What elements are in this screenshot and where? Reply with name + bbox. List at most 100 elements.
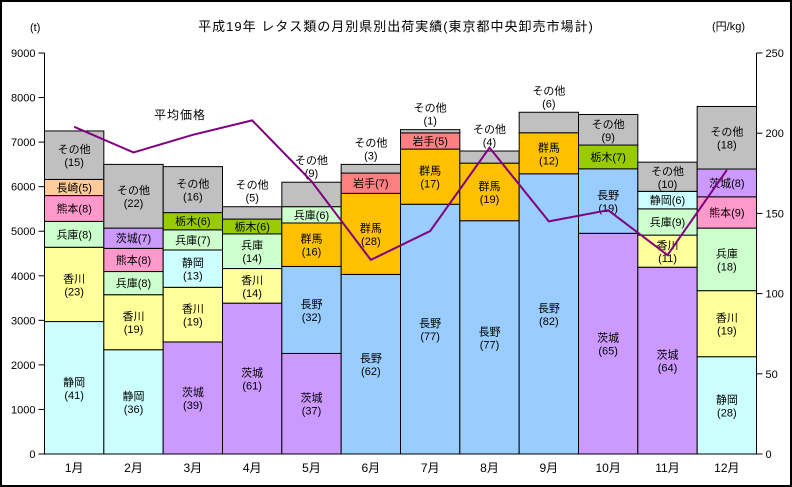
segment-label: 岩手(7) xyxy=(353,176,388,190)
x-axis-label: 1月 xyxy=(65,461,84,475)
segment-label: 熊本(9) xyxy=(709,205,744,219)
segment-label: 茨城(64) xyxy=(657,348,679,375)
bar-segment-香川 xyxy=(162,286,224,343)
left-axis-tick-label: 5000 xyxy=(11,226,35,238)
segment-label: 長野(77) xyxy=(419,317,441,343)
segment-label: 茨城(65) xyxy=(597,331,619,358)
bar-segment-群馬 xyxy=(400,148,461,205)
bar-segment-兵庫 xyxy=(222,233,283,270)
segment-label-outside: その他(6) xyxy=(532,84,565,110)
left-axis-tick-label: 1000 xyxy=(11,404,35,416)
right-axis-tick-label: 200 xyxy=(766,128,784,140)
bar-segment-茨城 xyxy=(637,266,698,455)
segment-label: 静岡(6) xyxy=(650,193,685,207)
right-axis-tick-label: 250 xyxy=(766,48,784,60)
segment-label: 静岡(41) xyxy=(63,375,85,402)
left-axis-tick-label: 4000 xyxy=(11,271,35,283)
segment-label: 群馬(17) xyxy=(419,164,441,191)
segment-label: 兵庫(8) xyxy=(116,276,151,290)
segment-label: 栃木(7) xyxy=(590,150,625,164)
bar-segment-長野 xyxy=(459,220,520,455)
bar-segment-兵庫 xyxy=(637,208,698,236)
segment-label: 栃木(6) xyxy=(234,219,269,233)
left-axis-tick-label: 0 xyxy=(29,449,35,461)
bar-segment-茨城 xyxy=(281,352,342,455)
x-axis-label: 6月 xyxy=(361,461,380,475)
segment-label: その他(22) xyxy=(117,184,150,210)
segment-label: 長野(62) xyxy=(360,352,382,378)
segment-label: 兵庫(18) xyxy=(716,246,738,273)
bar-segment-香川 xyxy=(103,294,164,351)
segment-label: その他(15) xyxy=(58,143,91,169)
segment-label: 長野(32) xyxy=(301,298,323,324)
bar-segment-長野 xyxy=(578,168,639,234)
segment-label-outside: その他(4) xyxy=(473,123,506,149)
x-axis-label: 10月 xyxy=(595,461,620,475)
segment-label: 香川(19) xyxy=(716,312,738,338)
segment-label: 茨城(39) xyxy=(182,385,204,412)
segment-label: 群馬(19) xyxy=(479,179,501,206)
segment-label: 長崎(5) xyxy=(56,181,91,195)
bar-segment-その他 xyxy=(281,181,342,208)
right-axis-tick-label: 150 xyxy=(766,208,784,220)
bar-segment-その他 xyxy=(222,206,283,220)
bar-segment-兵庫 xyxy=(696,227,758,292)
right-axis-tick-label: 0 xyxy=(766,449,772,461)
segment-label: 熊本(8) xyxy=(116,253,151,267)
segment-label: その他(18) xyxy=(710,126,743,152)
segment-label: 静岡(36) xyxy=(123,389,145,416)
left-axis-tick-label: 3000 xyxy=(11,315,35,327)
segment-label: 香川(19) xyxy=(182,303,204,329)
right-axis-unit: (円/kg) xyxy=(712,21,745,33)
bar-segment-静岡 xyxy=(103,349,164,455)
bar-segment-長野 xyxy=(340,273,401,455)
segment-label-outside: その他(3) xyxy=(354,136,387,162)
chart-title: 平成19年 レタス類の月別県別出荷実績(東京都中央卸売市場計) xyxy=(198,19,594,34)
left-axis-tick-label: 8000 xyxy=(11,93,35,105)
segment-label: 兵庫(8) xyxy=(56,227,91,241)
bar-segment-茨城 xyxy=(222,302,283,455)
segment-label: 岩手(5) xyxy=(412,134,447,148)
segment-label: 茨城(8) xyxy=(709,176,744,190)
bar-segment-その他 xyxy=(103,163,164,229)
bar-segment-その他 xyxy=(400,129,461,134)
bar-segment-静岡 xyxy=(696,356,758,455)
left-axis-tick-label: 2000 xyxy=(11,360,35,372)
bar-segment-香川 xyxy=(696,290,758,358)
segment-label: その他(9) xyxy=(592,118,625,144)
bar-segment-その他 xyxy=(518,111,580,134)
segment-label: 茨城(61) xyxy=(241,366,263,393)
segment-label: 静岡(28) xyxy=(716,392,738,419)
segment-label: その他(16) xyxy=(176,178,209,204)
segment-label: 群馬(16) xyxy=(301,232,323,259)
price-line xyxy=(73,119,728,262)
bar-segment-静岡 xyxy=(44,321,105,455)
segment-label: 茨城(37) xyxy=(301,391,323,418)
x-axis-label: 5月 xyxy=(302,461,321,475)
segment-label-outside: その他(9) xyxy=(295,154,328,180)
segment-label: 兵庫(14) xyxy=(241,238,263,265)
segment-label: 熊本(8) xyxy=(56,201,91,215)
segment-label: 栃木(6) xyxy=(175,214,210,228)
x-axis-label: 8月 xyxy=(480,461,499,475)
x-axis-label: 9月 xyxy=(539,461,558,475)
right-axis-tick-label: 100 xyxy=(766,289,784,301)
segment-label: 兵庫(9) xyxy=(650,215,685,229)
segment-label: 兵庫(6) xyxy=(294,208,329,222)
x-axis-label: 12月 xyxy=(714,461,739,475)
segment-label: 兵庫(7) xyxy=(175,233,210,247)
x-axis-label: 7月 xyxy=(421,461,440,475)
price-line-label: 平均価格 xyxy=(154,108,207,122)
bar-segment-その他 xyxy=(340,163,401,174)
bar-segment-茨城 xyxy=(162,341,224,455)
left-axis-tick-label: 7000 xyxy=(11,137,35,149)
x-axis-label: 4月 xyxy=(243,461,262,475)
segment-label: 香川(14) xyxy=(241,274,263,300)
segment-label: 静岡(13) xyxy=(182,256,204,283)
x-axis-label: 2月 xyxy=(124,461,143,475)
left-axis-unit: (t) xyxy=(30,22,41,34)
left-axis-tick-label: 6000 xyxy=(11,182,35,194)
segment-label-outside: その他(5) xyxy=(236,179,269,205)
